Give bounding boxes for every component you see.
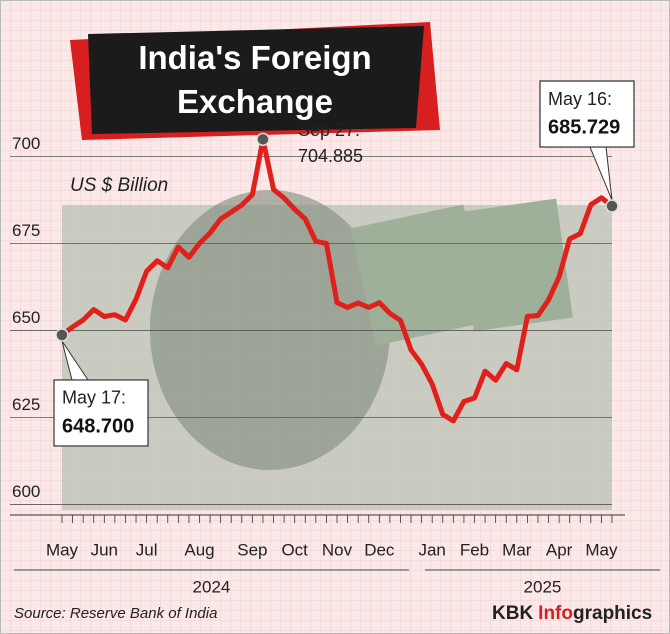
callout-date: May 16: [548, 89, 612, 109]
year-label: 2024 [193, 577, 231, 596]
unit-label: US $ Billion [70, 175, 168, 196]
x-tick-label: Aug [184, 540, 214, 559]
callout-date: May 17: [62, 388, 126, 408]
title-box [88, 26, 424, 134]
x-tick-label: Mar [502, 540, 532, 559]
callout-box [539, 80, 635, 148]
brand: KBK Infographics [492, 603, 652, 624]
title-holder: India's Foreign Exchange Reserves [138, 39, 372, 131]
year-label: 2025 [524, 577, 562, 596]
callout-box [53, 379, 149, 447]
data-line [60, 136, 614, 424]
y-tick-label: 675 [12, 221, 40, 240]
data-point [55, 328, 69, 342]
callout-date: Sep 27: [298, 120, 360, 140]
data-label: 704.885 [298, 146, 363, 166]
x-tick-label: Nov [322, 540, 353, 559]
x-tick-label: Feb [460, 540, 489, 559]
title-group [70, 22, 440, 140]
x-tick-label: Apr [546, 540, 573, 559]
y-tick-label: 700 [12, 134, 40, 153]
x-tick-label: Jul [136, 540, 158, 559]
x-tick-label: Oct [281, 540, 308, 559]
x-tick-label: Jan [418, 540, 445, 559]
brand-part: Info [538, 603, 573, 624]
x-tick-label: May [46, 540, 79, 559]
brand-part: KBK [492, 603, 533, 624]
chart-title: India's Foreign Exchange Reserves [138, 39, 372, 131]
y-tick-label: 625 [12, 395, 40, 414]
brand-part: graphics [573, 603, 652, 624]
x-tick-label: May [585, 540, 618, 559]
y-tick-label: 650 [12, 308, 40, 327]
data-point [605, 199, 619, 213]
data-point [256, 132, 270, 147]
x-tick-label: Jun [91, 540, 118, 559]
data-label: 685.729 [548, 116, 620, 138]
x-tick-label: Dec [364, 540, 395, 559]
data-label: 648.700 [62, 415, 134, 437]
y-tick-label: 600 [12, 482, 40, 501]
source: Source: Reserve Bank of India [14, 605, 217, 622]
x-tick-label: Sep [237, 540, 267, 559]
money-roll [457, 198, 573, 332]
